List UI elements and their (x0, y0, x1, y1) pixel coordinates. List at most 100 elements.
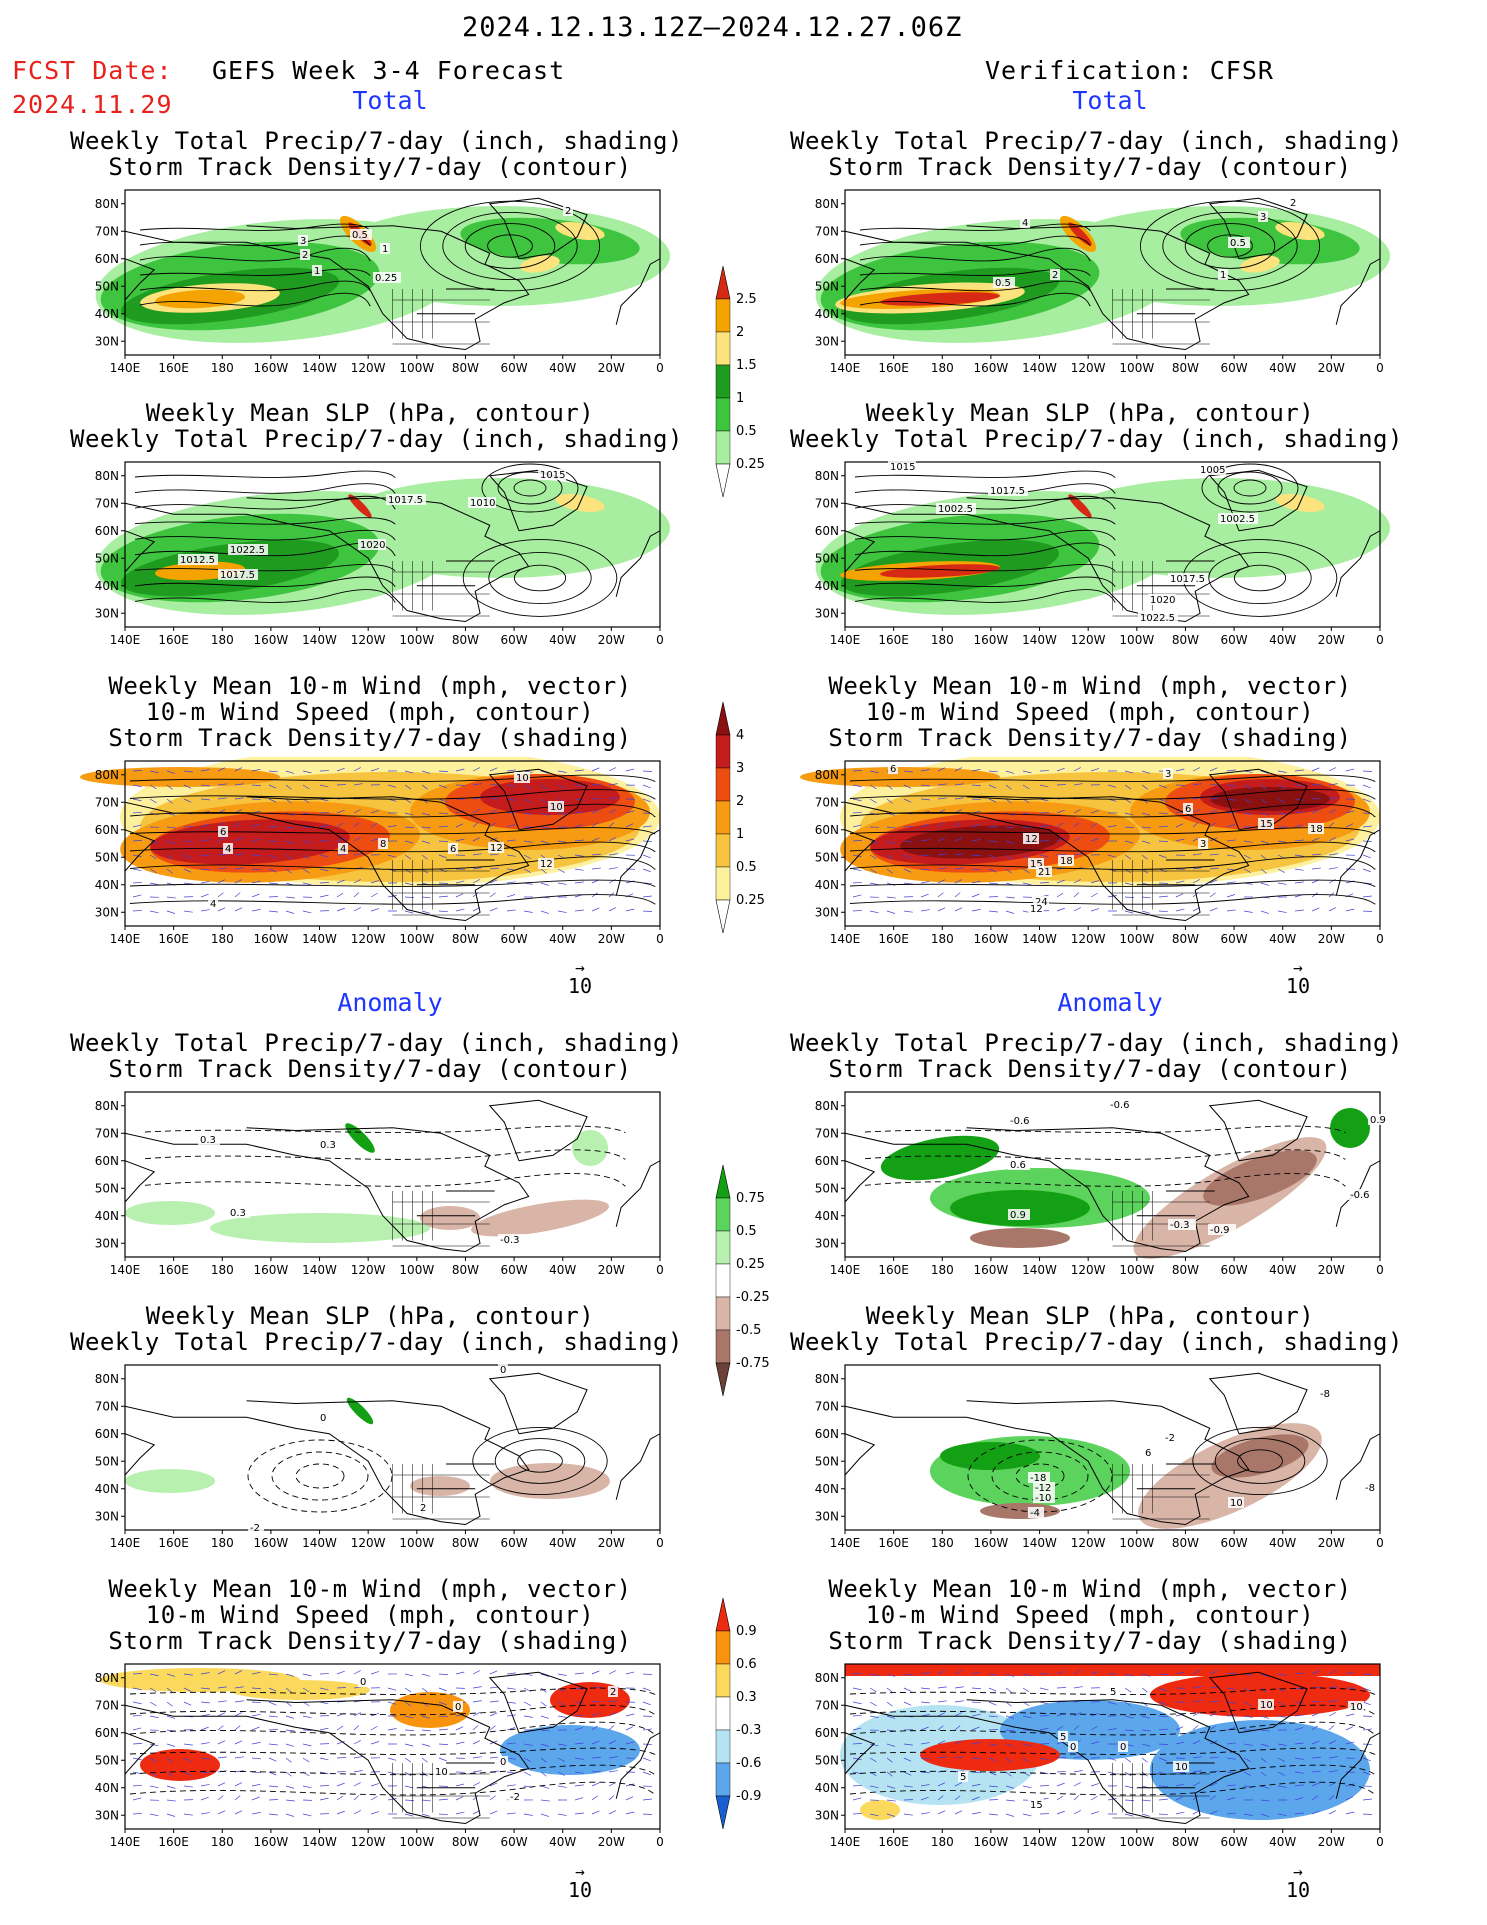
wind-vector (937, 797, 947, 800)
lon-label: 160E (158, 1536, 189, 1550)
coastline (124, 258, 156, 301)
wind-vector (1192, 1782, 1200, 1787)
wind-vector (608, 809, 616, 814)
panel-title: Weekly Mean 10-m Wind (mph, vector) 10-m … (108, 1575, 632, 1655)
lon-label: 20W (1318, 932, 1345, 946)
wind-vector (1260, 868, 1267, 874)
plot-frame (124, 461, 661, 628)
colorbar-label: 0.25 (736, 1257, 765, 1272)
lon-label: 100W (1119, 1835, 1154, 1849)
wind-vector (869, 770, 879, 774)
wind-vector (954, 1795, 961, 1801)
wind-vector (336, 809, 345, 814)
wind-vector (251, 893, 260, 898)
wind-vector (1311, 853, 1321, 856)
wind-vector (336, 1757, 346, 1759)
shaded-region (970, 1228, 1070, 1248)
wind-vector (608, 1725, 615, 1731)
wind-vector (540, 1813, 550, 1817)
lat-label: 70N (815, 1698, 839, 1712)
wind-vector (971, 880, 981, 884)
wind-vector (489, 1686, 499, 1689)
wind-vector (251, 768, 261, 772)
wind-vector (1124, 1757, 1132, 1763)
contour-label: -0.9 (1210, 1225, 1230, 1236)
contour-label: 12 (1030, 904, 1043, 915)
lon-label: 160E (878, 1536, 909, 1550)
wind-vector (574, 1727, 584, 1731)
panel-title: Weekly Mean 10-m Wind (mph, vector) 10-m … (828, 672, 1352, 752)
wind-vector (268, 1743, 278, 1746)
shaded-region (80, 767, 280, 787)
wind-vector (370, 892, 378, 898)
lon-label: 40W (549, 1835, 576, 1849)
shaded-region (980, 1503, 1060, 1519)
contour-label: 1020 (1150, 595, 1175, 606)
wind-vector (1124, 854, 1132, 860)
wind-vector (489, 1725, 496, 1731)
wind-vector (421, 854, 428, 860)
wind-vector (421, 910, 431, 914)
wind-vector (1022, 1715, 1032, 1719)
wind-vector (903, 868, 912, 873)
coastline (844, 1400, 1250, 1526)
wind-vector (1277, 1813, 1287, 1816)
wind-vector (1294, 811, 1304, 814)
wind-vector (217, 1740, 226, 1745)
wind-vector (1158, 1757, 1167, 1762)
wind-vector (455, 1796, 464, 1801)
colorbar-label: 1 (736, 391, 744, 406)
wind-vector (132, 1673, 142, 1675)
contour-line (139, 292, 371, 307)
wind-vector (574, 1771, 584, 1774)
coastline (416, 859, 495, 886)
contour-label: 1017.5 (388, 495, 423, 506)
contour-label: 6 (450, 844, 456, 855)
wind-vector (1294, 1701, 1304, 1704)
wind-vector (438, 1785, 448, 1787)
wind-vector (540, 1715, 550, 1719)
wind-vector (574, 769, 584, 772)
wind-vector (285, 1687, 292, 1693)
wind-vector (234, 837, 243, 842)
wind-vector (1260, 1729, 1270, 1732)
coastline (1208, 197, 1308, 260)
wind-vector (540, 1729, 550, 1732)
wind-vector (852, 1757, 862, 1761)
wind-vector (1328, 1670, 1337, 1675)
wind-vector (251, 880, 261, 884)
wind-vector (455, 880, 465, 884)
wind-vector (608, 767, 617, 772)
wind-vector (1073, 1670, 1081, 1675)
colorbar-segment (715, 734, 731, 769)
wind-vector (302, 784, 310, 790)
wind-vector (1328, 837, 1337, 842)
wind-vector (988, 854, 997, 859)
wind-vector (166, 1785, 176, 1789)
lat-label: 60N (95, 1154, 119, 1168)
wind-vector (608, 907, 617, 912)
lon-label: 0 (1376, 1263, 1384, 1277)
wind-vector (200, 1701, 210, 1704)
section-anomaly-left: Anomaly (337, 988, 443, 1017)
wind-vector (438, 1813, 448, 1816)
lat-label: 40N (815, 579, 839, 593)
wind-vector (1226, 824, 1236, 828)
wind-vector (455, 1713, 465, 1717)
wind-vector (421, 1743, 431, 1747)
contour-label: 1022.5 (1140, 613, 1175, 624)
wind-vector (852, 1673, 862, 1675)
lon-label: 20W (598, 633, 625, 647)
wind-vector (200, 1757, 210, 1760)
wind-vector (1005, 1701, 1012, 1707)
wind-vector (149, 854, 157, 860)
wind-vector (608, 1740, 617, 1745)
lon-label: 160W (254, 633, 289, 647)
lat-label: 30N (95, 1509, 119, 1523)
wind-vector (268, 910, 278, 913)
wind-vector (557, 812, 567, 815)
contour-line (849, 1704, 1376, 1716)
contour-line (849, 856, 1376, 870)
wind-vector (540, 1743, 550, 1747)
wind-vector (285, 1715, 295, 1719)
